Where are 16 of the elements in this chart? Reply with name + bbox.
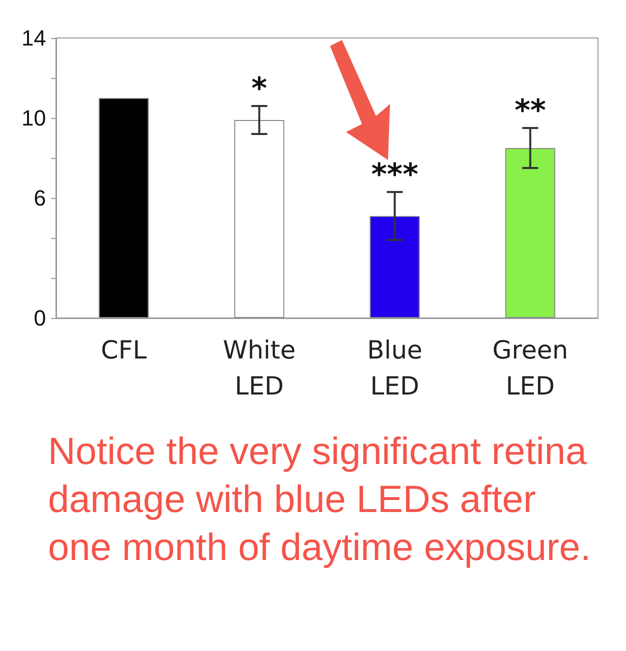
text: Notice the very significant retina damage with blue LEDs after one month of daytime exposure. bbox=[48, 430, 592, 571]
x-tick-label: Green LED bbox=[492, 336, 568, 400]
annotation: * bbox=[251, 72, 268, 106]
bar bbox=[370, 216, 420, 318]
y-tick-label: 14 bbox=[22, 26, 46, 50]
bar bbox=[98, 98, 149, 318]
x-tick-label: Blue LED bbox=[367, 336, 422, 400]
x-tick-label: White LED bbox=[222, 336, 296, 400]
annotation: *** bbox=[371, 158, 419, 192]
x-tick-label: CFL bbox=[100, 336, 147, 364]
bar bbox=[505, 148, 556, 318]
y-tick-label: 6 bbox=[34, 186, 46, 210]
y-tick-label: 0 bbox=[34, 306, 46, 330]
annotation: ** bbox=[514, 94, 546, 128]
y-tick-label: 10 bbox=[22, 106, 46, 130]
bar bbox=[234, 120, 284, 318]
